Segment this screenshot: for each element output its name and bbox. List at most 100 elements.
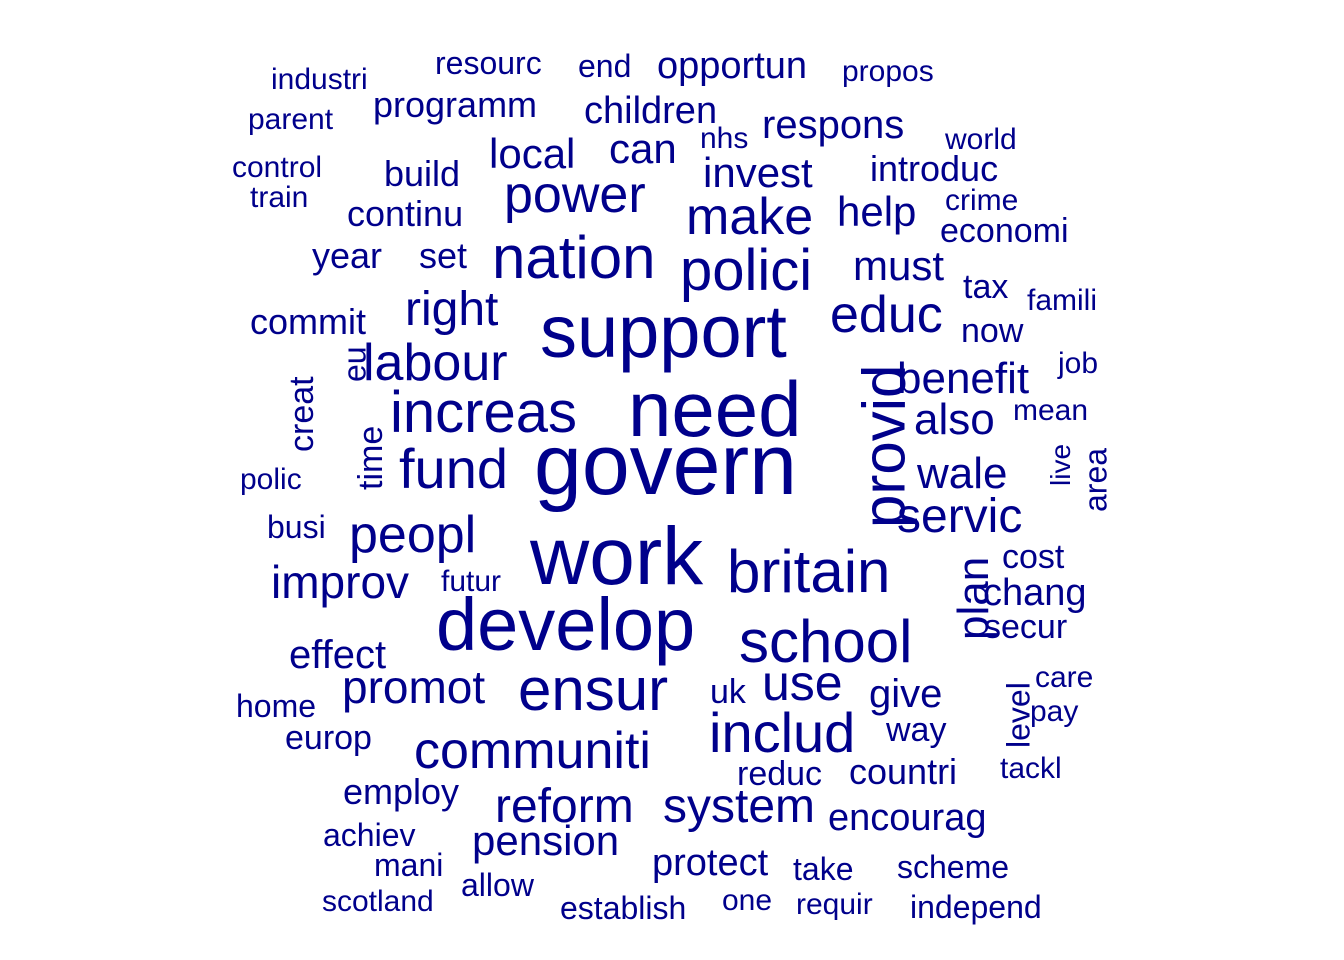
word-nation: nation <box>492 224 655 291</box>
word-control: control <box>232 151 322 184</box>
word-busi: busi <box>267 509 326 545</box>
word-help: help <box>837 188 916 235</box>
word-set: set <box>419 235 467 276</box>
word-achiev: achiev <box>323 817 416 853</box>
word-local: local <box>489 130 575 177</box>
word-pension: pension <box>472 817 619 864</box>
word-level: level <box>1001 682 1037 748</box>
word-polici: polici <box>680 238 812 303</box>
word-futur: futur <box>441 565 501 598</box>
word-world: world <box>944 123 1017 156</box>
word-build: build <box>384 153 460 194</box>
word-chang: chang <box>983 572 1087 614</box>
word-polic: polic <box>240 463 302 496</box>
word-one: one <box>722 884 772 917</box>
word-use: use <box>762 655 843 711</box>
word-uk: uk <box>710 673 747 711</box>
word-parent: parent <box>248 103 334 136</box>
word-benefit: benefit <box>897 354 1029 403</box>
word-plan: plan <box>949 557 998 640</box>
word-communiti: communiti <box>414 722 651 780</box>
word-educ: educ <box>830 286 943 344</box>
word-europ: europ <box>285 719 372 757</box>
word-allow: allow <box>461 867 535 903</box>
word-countri: countri <box>849 751 957 792</box>
word-system: system <box>663 780 815 833</box>
word-take: take <box>793 851 853 887</box>
word-mean: mean <box>1013 394 1088 427</box>
word-reduc: reduc <box>737 755 822 793</box>
word-independ: independ <box>910 889 1042 925</box>
word-introduc: introduc <box>870 148 998 189</box>
word-peopl: peopl <box>349 506 476 564</box>
word-nhs: nhs <box>700 122 748 155</box>
word-job: job <box>1057 347 1098 380</box>
word-train: train <box>250 181 308 214</box>
word-respons: respons <box>762 103 904 147</box>
word-now: now <box>961 312 1024 350</box>
word-need: need <box>628 365 802 453</box>
word-protect: protect <box>652 842 769 884</box>
word-make: make <box>686 188 813 246</box>
word-ensur: ensur <box>518 656 668 723</box>
word-tackl: tackl <box>1000 752 1062 785</box>
word-live: live <box>1045 444 1076 486</box>
word-encourag: encourag <box>828 797 986 839</box>
word-way: way <box>885 711 946 749</box>
word-scheme: scheme <box>897 849 1009 885</box>
word-give: give <box>869 672 942 716</box>
word-famili: famili <box>1027 284 1097 317</box>
word-employ: employ <box>343 771 459 812</box>
word-tax: tax <box>963 268 1008 306</box>
word-right: right <box>405 283 498 336</box>
word-power: power <box>504 166 646 224</box>
word-economi: economi <box>940 212 1069 250</box>
word-year: year <box>312 235 382 276</box>
word-cost: cost <box>1002 538 1065 576</box>
word-fund: fund <box>399 437 508 500</box>
word-provid: provid <box>851 365 918 528</box>
word-wale: wale <box>916 449 1008 498</box>
word-time: time <box>352 426 390 490</box>
word-school: school <box>739 608 912 675</box>
word-britain: britain <box>727 538 890 605</box>
word-govern: govern <box>534 417 797 513</box>
word-mani: mani <box>374 847 443 883</box>
word-opportun: opportun <box>657 45 807 87</box>
word-must: must <box>853 242 944 289</box>
word-eu: eu <box>337 346 373 382</box>
word-propos: propos <box>842 55 934 88</box>
word-effect: effect <box>289 633 386 677</box>
word-increas: increas <box>390 380 577 445</box>
word-area: area <box>1078 448 1114 512</box>
word-servic: servic <box>897 490 1022 543</box>
word-care: care <box>1035 661 1093 694</box>
word-requir: requir <box>796 888 873 921</box>
word-can: can <box>609 125 677 172</box>
word-develop: develop <box>436 583 695 666</box>
word-scotland: scotland <box>322 885 434 918</box>
word-also: also <box>914 395 995 444</box>
word-programm: programm <box>373 84 537 125</box>
word-improv: improv <box>271 556 409 608</box>
word-establish: establish <box>560 890 686 926</box>
word-continu: continu <box>347 193 463 234</box>
word-promot: promot <box>342 661 485 713</box>
word-industri: industri <box>271 63 368 96</box>
word-support: support <box>540 290 787 373</box>
word-secur: secur <box>984 608 1067 646</box>
word-crime: crime <box>945 184 1018 217</box>
word-end: end <box>578 48 631 84</box>
word-commit: commit <box>250 301 366 342</box>
word-reform: reform <box>495 780 634 833</box>
word-invest: invest <box>703 149 813 196</box>
word-includ: includ <box>709 701 855 764</box>
word-resourc: resourc <box>435 45 542 81</box>
word-pay: pay <box>1030 695 1078 728</box>
word-work: work <box>529 511 704 602</box>
word-home: home <box>236 688 316 724</box>
word-creat: creat <box>283 376 321 452</box>
word-children: children <box>584 90 717 132</box>
